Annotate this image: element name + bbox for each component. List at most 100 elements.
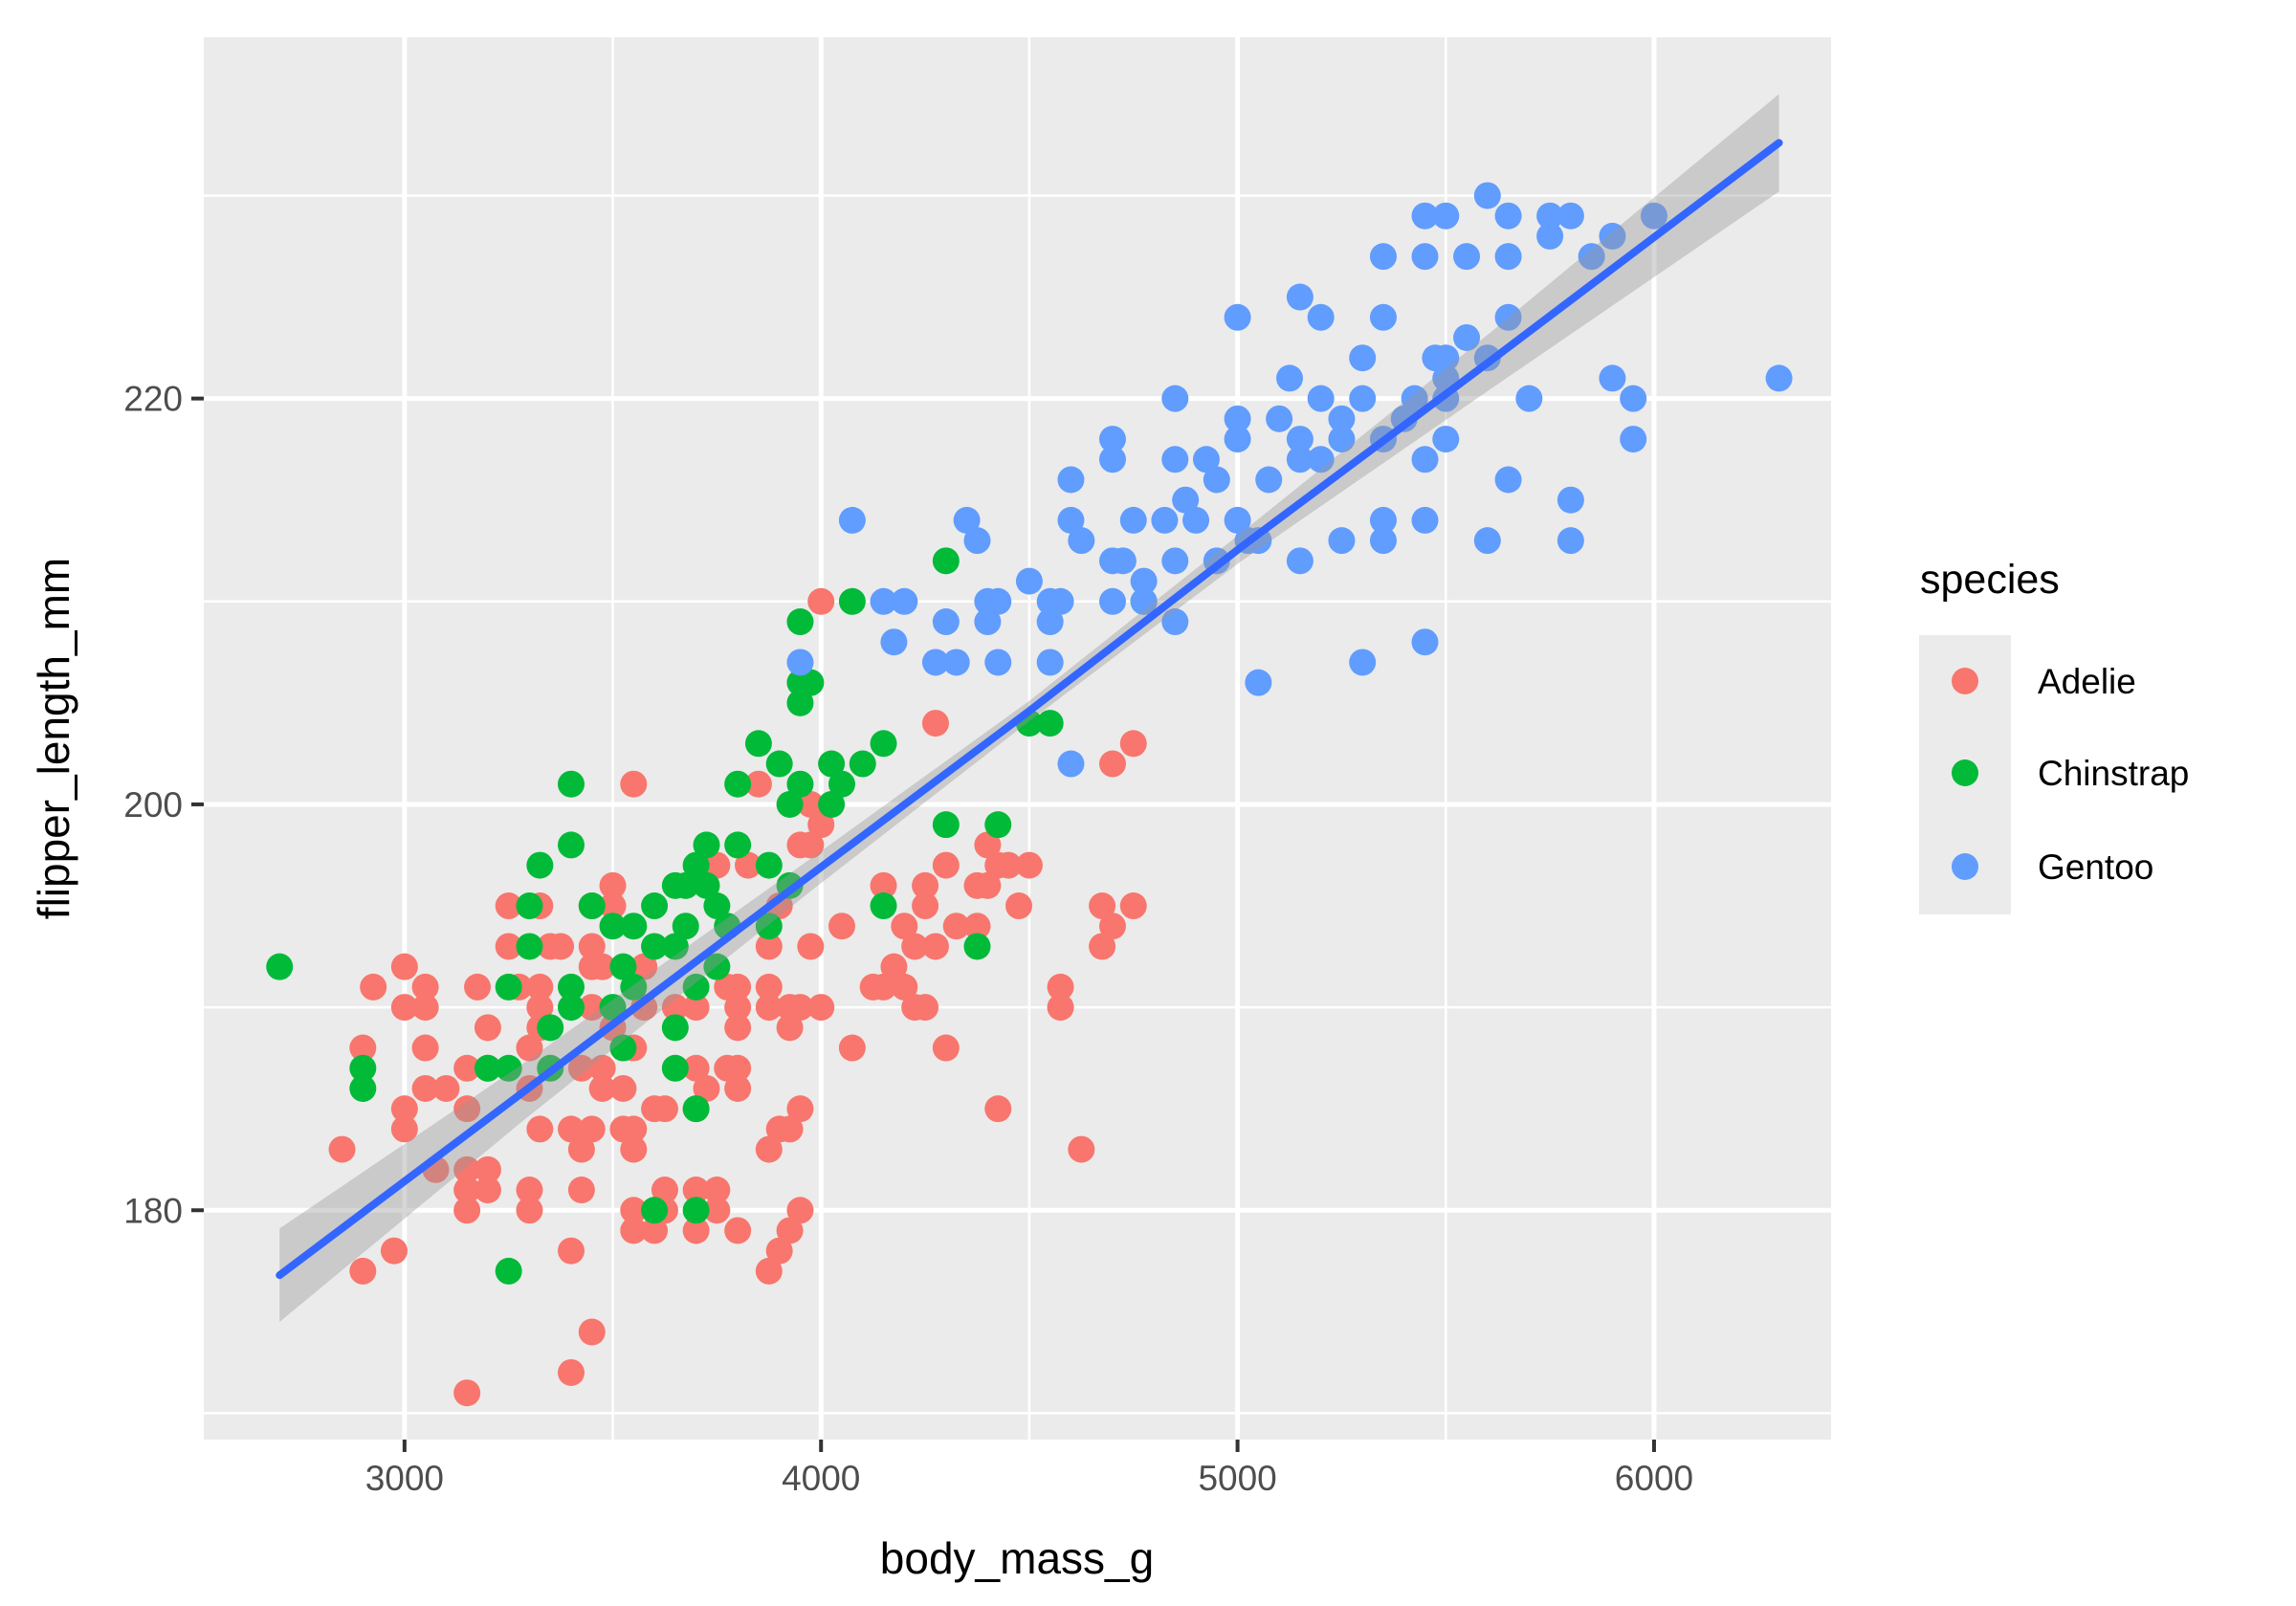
data-point-gentoo [1161, 446, 1189, 473]
data-point-chinstrap [786, 608, 814, 636]
data-point-chinstrap [641, 1197, 669, 1224]
data-point-adelie [724, 1054, 752, 1082]
data-point-gentoo [1161, 547, 1189, 575]
data-point-adelie [1089, 892, 1116, 920]
data-point-gentoo [1098, 446, 1126, 473]
data-point-chinstrap [474, 1054, 501, 1082]
data-point-adelie [474, 1155, 501, 1183]
data-point-gentoo [1047, 587, 1074, 615]
data-point-chinstrap [620, 913, 648, 940]
data-point-adelie [912, 892, 939, 920]
data-point-adelie [1119, 892, 1147, 920]
data-point-chinstrap [963, 933, 991, 960]
data-point-gentoo [1203, 466, 1230, 494]
data-point-adelie [755, 994, 783, 1022]
data-point-adelie [578, 1318, 606, 1346]
data-point-gentoo [921, 649, 949, 676]
data-point-chinstrap [755, 851, 783, 879]
data-point-adelie [724, 994, 752, 1022]
data-point-chinstrap [537, 1014, 564, 1042]
data-point-adelie [390, 1095, 418, 1123]
data-point-gentoo [1536, 202, 1564, 230]
data-point-adelie [547, 933, 575, 960]
data-point-adelie [453, 1197, 481, 1224]
legend-title: species [1920, 557, 2060, 603]
data-point-gentoo [1286, 547, 1314, 575]
data-point-adelie [807, 994, 835, 1022]
data-point-adelie [932, 851, 960, 879]
data-point-gentoo [1411, 628, 1439, 656]
data-point-chinstrap [838, 587, 866, 615]
data-point-gentoo [1620, 385, 1647, 412]
y-tick-label: 180 [123, 1191, 183, 1230]
data-point-chinstrap [786, 689, 814, 716]
data-point-gentoo [1057, 466, 1085, 494]
data-point-adelie [349, 1257, 377, 1285]
data-point-adelie [411, 994, 439, 1022]
data-point-gentoo [1578, 243, 1605, 271]
data-point-gentoo [1369, 527, 1397, 555]
data-point-gentoo [984, 587, 1012, 615]
data-point-chinstrap [984, 811, 1012, 839]
axis-tick-labels: 3000 4000 5000 6000 180 200 220 [123, 380, 1693, 1498]
data-point-chinstrap [557, 994, 585, 1022]
data-point-chinstrap [495, 973, 522, 1001]
data-point-chinstrap [557, 770, 585, 798]
data-point-gentoo [1401, 385, 1428, 412]
data-point-gentoo [1098, 426, 1126, 453]
data-point-adelie [526, 1115, 554, 1143]
data-point-adelie [411, 973, 439, 1001]
data-point-chinstrap [661, 1014, 689, 1042]
data-point-gentoo [1130, 587, 1158, 615]
data-point-gentoo [1192, 446, 1220, 473]
data-point-adelie [901, 933, 929, 960]
data-point-adelie [1119, 730, 1147, 758]
data-point-chinstrap [661, 1054, 689, 1082]
data-point-adelie [526, 994, 554, 1022]
data-point-adelie [921, 710, 949, 737]
data-point-gentoo [891, 587, 918, 615]
data-point-gentoo [1172, 486, 1200, 514]
data-point-adelie [682, 994, 710, 1022]
data-point-gentoo [1536, 222, 1564, 250]
data-point-adelie [974, 831, 1002, 859]
data-point-adelie [755, 1257, 783, 1285]
data-point-gentoo [953, 506, 981, 534]
data-point-adelie [557, 1237, 585, 1265]
data-point-gentoo [1182, 506, 1210, 534]
data-point-chinstrap [526, 851, 554, 879]
data-point-adelie [620, 1217, 648, 1244]
data-point-chinstrap [682, 851, 710, 879]
data-point-chinstrap [495, 1054, 522, 1082]
data-point-gentoo [1494, 202, 1522, 230]
legend-label-chinstrap: Chinstrap [2038, 754, 2189, 793]
data-point-chinstrap [693, 871, 720, 899]
data-point-adelie [609, 1074, 637, 1102]
data-point-chinstrap [682, 973, 710, 1001]
data-point-adelie [526, 973, 554, 1001]
data-point-adelie [599, 892, 627, 920]
data-point-adelie [630, 994, 658, 1022]
data-point-adelie [453, 1379, 481, 1407]
data-point-adelie [495, 933, 522, 960]
data-point-adelie [880, 953, 908, 980]
data-point-gentoo [880, 628, 908, 656]
data-point-adelie [588, 1074, 616, 1102]
data-point-adelie [651, 1095, 678, 1123]
data-point-gentoo [1494, 466, 1522, 494]
data-point-adelie [516, 1197, 543, 1224]
data-point-adelie [1098, 750, 1126, 778]
data-point-adelie [724, 1217, 752, 1244]
data-point-chinstrap [1036, 710, 1064, 737]
data-point-adelie [703, 1177, 731, 1204]
data-point-chinstrap [693, 831, 720, 859]
data-point-chinstrap [349, 1074, 377, 1102]
data-point-gentoo [1640, 202, 1667, 230]
data-point-gentoo [838, 506, 866, 534]
data-point-gentoo [1599, 222, 1626, 250]
data-point-chinstrap [828, 770, 855, 798]
data-point-chinstrap [797, 669, 825, 696]
data-point-adelie [942, 913, 970, 940]
data-point-adelie [776, 1014, 804, 1042]
